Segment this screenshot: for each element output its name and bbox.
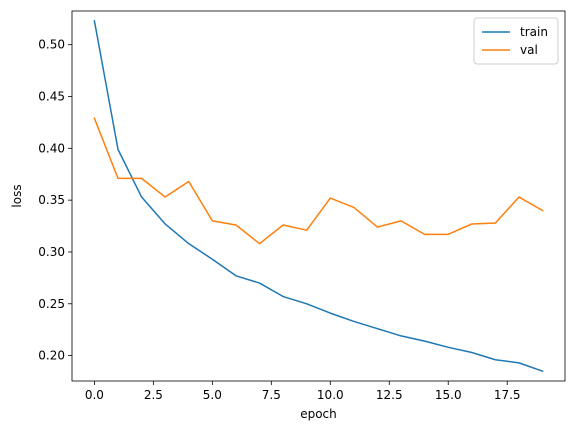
x-axis: 0.0 2.5 5.0 7.5 10.0 12.5 15.0 17.5 — [85, 381, 521, 402]
y-tick-label: 0.50 — [38, 38, 65, 52]
y-tick-label: 0.30 — [38, 245, 65, 259]
series-point-train — [188, 243, 190, 245]
series-point-val — [518, 196, 520, 198]
series-point-train — [495, 359, 497, 361]
legend: train val — [473, 17, 559, 65]
series-point-train — [353, 321, 355, 323]
plot-area — [71, 10, 566, 382]
y-tick-label: 0.35 — [38, 193, 65, 207]
series-point-train — [377, 328, 379, 330]
series-point-train — [259, 282, 261, 284]
series-point-val — [495, 222, 497, 224]
series-point-val — [141, 178, 143, 180]
series-point-val — [282, 224, 284, 226]
x-tick-label: 5.0 — [203, 388, 222, 402]
series-point-val — [164, 196, 166, 198]
x-tick-label: 17.5 — [494, 388, 521, 402]
series-point-train — [424, 340, 426, 342]
series-point-val — [542, 210, 544, 212]
series-point-val — [259, 243, 261, 245]
series-line-train — [93, 19, 544, 373]
series-point-train — [447, 347, 449, 349]
y-axis-label: loss — [10, 184, 24, 207]
series-point-train — [306, 303, 308, 305]
series-point-val — [188, 181, 190, 183]
series-point-train — [518, 362, 520, 364]
x-tick-label: 15.0 — [435, 388, 462, 402]
x-tick-label: 12.5 — [376, 388, 403, 402]
series-point-train — [117, 149, 119, 151]
series-point-val — [447, 234, 449, 236]
series-point-train — [94, 20, 96, 22]
x-tick-label: 2.5 — [144, 388, 163, 402]
series-point-val — [471, 223, 473, 225]
series-point-val — [306, 229, 308, 231]
series-line-val — [93, 117, 544, 245]
legend-box — [473, 17, 559, 65]
series-point-val — [330, 197, 332, 199]
series-layer — [93, 19, 544, 373]
legend-label-val: val — [520, 43, 538, 57]
series-point-val — [235, 224, 237, 226]
series-point-val — [94, 118, 96, 120]
series-point-train — [400, 335, 402, 337]
series-point-val — [377, 226, 379, 228]
series-point-train — [235, 275, 237, 277]
series-point-train — [212, 258, 214, 260]
series-point-train — [330, 312, 332, 314]
x-tick-label: 7.5 — [262, 388, 281, 402]
series-point-train — [141, 196, 143, 198]
y-tick-label: 0.25 — [38, 297, 65, 311]
y-tick-label: 0.45 — [38, 90, 65, 104]
series-point-train — [471, 352, 473, 354]
series-point-val — [117, 178, 119, 180]
series-point-train — [282, 296, 284, 298]
series-point-val — [353, 207, 355, 209]
y-axis: 0.20 0.25 0.30 0.35 0.40 0.45 0.50 — [38, 38, 72, 363]
series-point-val — [400, 220, 402, 222]
x-tick-label: 10.0 — [317, 388, 344, 402]
series-point-train — [542, 370, 544, 372]
y-tick-label: 0.40 — [38, 141, 65, 155]
x-tick-label: 0.0 — [85, 388, 104, 402]
series-point-train — [164, 223, 166, 225]
y-tick-label: 0.20 — [38, 349, 65, 363]
x-axis-label: epoch — [300, 407, 337, 421]
series-point-val — [424, 234, 426, 236]
legend-label-train: train — [520, 25, 548, 39]
series-point-val — [212, 220, 214, 222]
